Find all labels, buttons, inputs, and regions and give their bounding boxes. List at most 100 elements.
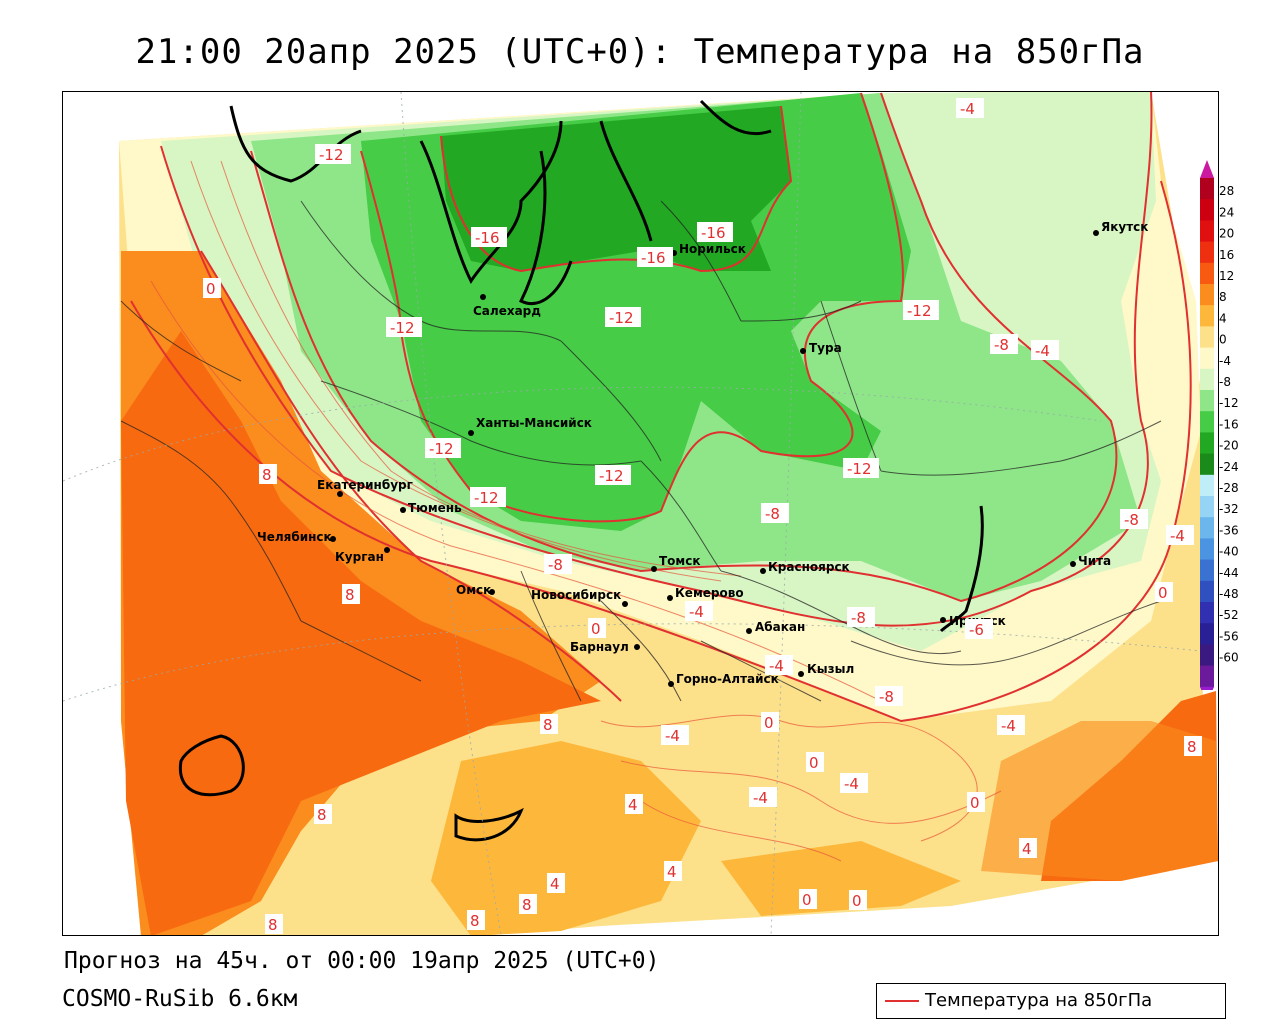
colorbar-swatch (1200, 178, 1214, 200)
svg-text:-8: -8 (994, 336, 1009, 354)
colorbar-swatch (1200, 262, 1214, 285)
svg-text:-4: -4 (753, 789, 768, 807)
colorbar-swatch (1200, 644, 1214, 667)
svg-text:-12: -12 (599, 467, 624, 485)
colorbar-tick-label: -12 (1219, 396, 1239, 410)
svg-text:-4: -4 (689, 603, 704, 621)
svg-text:4: 4 (667, 863, 677, 881)
colorbar-swatch (1200, 517, 1214, 539)
isotherm-label: -12 (843, 458, 879, 478)
isotherm-label: -16 (471, 227, 507, 247)
temperature-map: Якутск Норильск Салехард Тура Ханты-Манс… (63, 92, 1218, 935)
isotherm-label: 0 (806, 752, 824, 772)
isotherm-label: -4 (661, 725, 689, 745)
isotherm-label: -16 (697, 222, 733, 242)
isotherm-label: 4 (1019, 838, 1037, 858)
colorbar: 28 24 20 16 12 8 4 0 -4 -8 -12 -16 -20 -24 -28 -32 -36 -4… (1200, 160, 1239, 690)
colorbar-tick-label: -16 (1219, 417, 1239, 431)
isotherm-label: -8 (875, 686, 903, 706)
isotherm-label: -12 (470, 487, 506, 507)
colorbar-tick-label: 12 (1219, 269, 1234, 283)
colorbar-swatch (1200, 326, 1214, 349)
colorbar-swatch (1200, 305, 1214, 327)
svg-text:-12: -12 (319, 146, 344, 164)
colorbar-tick-label: -4 (1219, 354, 1231, 368)
isotherm-label: -6 (965, 619, 993, 639)
svg-text:-8: -8 (1124, 511, 1139, 529)
city-label-yekaterinburg: Екатеринбург (317, 478, 413, 492)
svg-text:8: 8 (522, 896, 532, 914)
admin-boundaries (120, 200, 1162, 702)
svg-text:-16: -16 (475, 229, 500, 247)
isotherm-label: -4 (1166, 525, 1194, 545)
isotherm-label: -4 (1031, 340, 1059, 360)
city-label-tura: Тура (809, 341, 842, 355)
isotherm-label: -4 (765, 655, 793, 675)
svg-text:0: 0 (970, 794, 980, 812)
colorbar-tick-label: -32 (1219, 502, 1239, 516)
city-label-salekhard: Салехард (473, 304, 541, 318)
svg-text:-16: -16 (701, 224, 726, 242)
colorbar-swatch (1200, 241, 1214, 264)
svg-text:-4: -4 (960, 100, 975, 118)
svg-text:8: 8 (262, 466, 272, 484)
isotherm-label: -12 (595, 465, 631, 485)
svg-text:-16: -16 (641, 249, 666, 267)
legend: Температура на 850гПа (876, 983, 1226, 1019)
svg-text:-12: -12 (429, 440, 454, 458)
colorbar-swatch (1200, 559, 1214, 582)
colorbar-tick-label: 24 (1219, 205, 1234, 219)
colorbar-swatch (1200, 220, 1214, 243)
isotherm-label: -4 (997, 715, 1025, 735)
svg-text:-8: -8 (548, 556, 563, 574)
svg-text:0: 0 (764, 714, 774, 732)
colorbar-tick-label: -24 (1219, 460, 1239, 474)
isotherm-label: 8 (265, 914, 283, 934)
colorbar-swatch (1200, 199, 1214, 221)
isotherm-label: -8 (544, 554, 572, 574)
model-name: COSMO-RuSib 6.6км (62, 986, 298, 1012)
isotherm-label: -12 (315, 144, 351, 164)
colorbar-tick-label: -28 (1219, 481, 1239, 495)
isotherm-label: 8 (540, 714, 558, 734)
city-label-chelyabinsk: Челябинск (257, 530, 332, 544)
city-label-tyumen: Тюмень (408, 501, 462, 515)
city-label-novosibirsk: Новосибирск (531, 588, 621, 602)
svg-text:8: 8 (543, 716, 553, 734)
forecast-info: Прогноз на 45ч. от 00:00 19апр 2025 (UTC… (64, 948, 660, 974)
colorbar-swatch (1200, 347, 1214, 370)
colorbar-swatch (1200, 390, 1214, 412)
isotherm-label: 0 (761, 712, 779, 732)
svg-text:4: 4 (628, 796, 638, 814)
isotherm-label: -4 (685, 601, 713, 621)
isotherm-label: 0 (799, 889, 817, 909)
colorbar-swatch (1200, 580, 1214, 603)
colorbar-swatch (1200, 453, 1214, 476)
colorbar-swatch (1200, 538, 1214, 561)
colorbar-swatch (1200, 474, 1214, 497)
svg-text:-4: -4 (665, 727, 680, 745)
map-panel[interactable]: Якутск Норильск Салехард Тура Ханты-Манс… (62, 91, 1219, 936)
colorbar-tick-label: 4 (1219, 311, 1227, 325)
city-label-kemerovo: Кемерово (675, 586, 744, 600)
isotherm-label: 4 (664, 861, 682, 881)
colorbar-tick-label: 28 (1219, 184, 1234, 198)
svg-text:8: 8 (317, 806, 327, 824)
isotherm-lines (130, 92, 1192, 723)
colorbar-swatch (1200, 368, 1214, 391)
isotherm-label: -4 (749, 787, 777, 807)
isotherm-label: 0 (203, 278, 221, 298)
city-label-omsk: Омск (456, 583, 491, 597)
colorbar-swatch (1200, 623, 1214, 645)
isotherm-label: -4 (840, 773, 868, 793)
isotherm-label: -12 (425, 438, 461, 458)
colorbar-swatch (1200, 411, 1214, 433)
city-label-chita: Чита (1078, 554, 1111, 568)
isotherm-label: 8 (467, 910, 485, 930)
svg-text:4: 4 (1022, 840, 1032, 858)
svg-text:-12: -12 (474, 489, 499, 507)
svg-text:-4: -4 (769, 657, 784, 675)
isotherm-label: -12 (605, 307, 641, 327)
colorbar-swatch (1200, 284, 1214, 306)
city-label-kyzyl: Кызыл (807, 662, 854, 676)
